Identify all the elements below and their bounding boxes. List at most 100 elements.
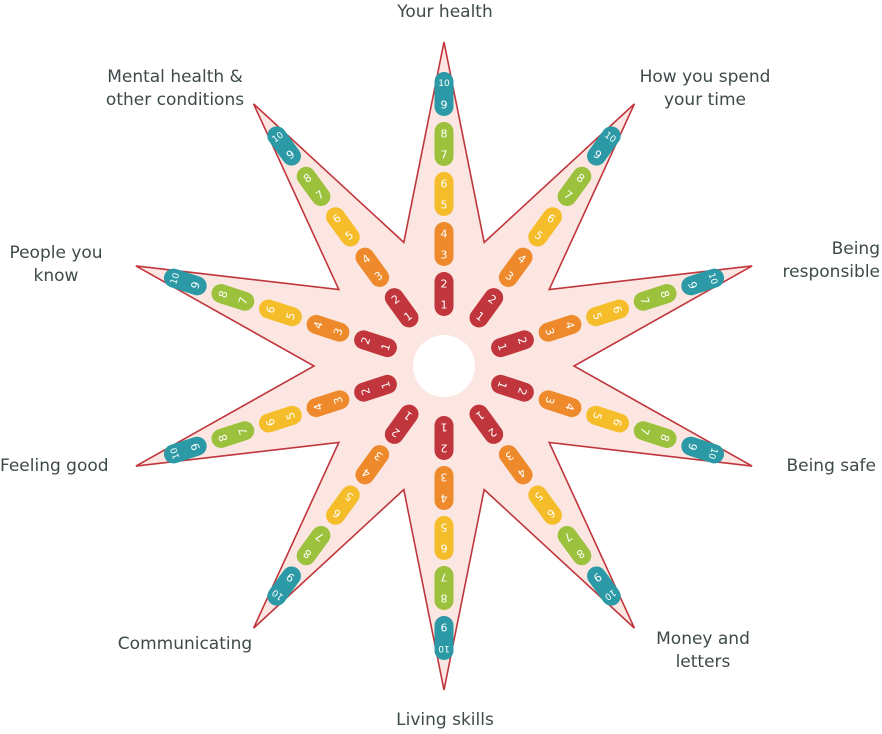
scale-band-7-8-people-you-know: [211, 284, 255, 311]
scale-number-being-safe: 7: [637, 426, 652, 437]
scale-number-people-you-know: 10: [169, 272, 182, 286]
scale-number-feeling-good: 10: [169, 446, 182, 460]
scale-number-feeling-good: 4: [311, 401, 326, 412]
scale-band-9-10-living-skills: [434, 616, 454, 660]
scale-number-your-health: 9: [441, 99, 448, 112]
scale-band-1-2-your-health: [434, 272, 454, 316]
scale-band-5-6-how-you-spend-your-time: [528, 207, 562, 247]
spoke-living-skills: 1 2 3 4 5 6 7 8 9 10: [434, 416, 454, 660]
spoke-being-responsible: 12 34 56 78 9 10: [491, 268, 725, 358]
scale-band-3-4-money-and-letters: [498, 445, 533, 485]
scale-number-being-responsible: 8: [657, 289, 672, 300]
scale-number-living-skills: 2: [441, 442, 448, 455]
scale-band-3-4-mental-health-and-other-conditions: [355, 247, 390, 287]
scale-band-5-6-living-skills: [434, 516, 454, 560]
scale-number-being-safe: 10: [706, 446, 719, 460]
scale-band-3-4-living-skills: [434, 466, 454, 510]
scale-number-your-health: 5: [441, 199, 448, 212]
scale-band-7-8-communicating: [296, 525, 331, 566]
scale-number-people-you-know: 4: [311, 320, 326, 331]
scale-number-people-you-know: 5: [284, 311, 299, 322]
scale-number-people-you-know: 8: [216, 289, 231, 300]
scale-number-being-safe: 5: [590, 410, 605, 421]
area-label-mental-health-and-other-conditions: Mental health & other conditions: [105, 67, 245, 110]
scale-band-1-2-mental-health-and-other-conditions: [384, 288, 419, 328]
scale-band-9-10-being-safe: [681, 436, 725, 464]
scale-number-being-safe: 6: [610, 417, 625, 428]
spoke-feeling-good: 12 34 56 78 9 10: [163, 374, 397, 464]
scale-number-your-health: 7: [441, 149, 448, 162]
scale-band-9-10-feeling-good: [163, 436, 207, 464]
scale-number-feeling-good: 3: [331, 395, 346, 406]
spoke-people-you-know: 12 34 56 78 9 10: [163, 268, 397, 358]
scale-number-your-health: 6: [441, 178, 448, 191]
scale-band-7-8-how-you-spend-your-time: [557, 166, 592, 207]
scale-number-feeling-good: 2: [359, 386, 374, 397]
scale-band-1-2-living-skills: [434, 416, 454, 460]
scale-band-1-2-people-you-know: [354, 330, 397, 358]
scale-number-living-skills: 1: [441, 421, 448, 434]
scale-number-being-responsible: 2: [515, 335, 530, 346]
area-label-feeling-good: Feeling good: [0, 456, 109, 476]
scale-number-living-skills: 10: [438, 643, 450, 653]
star-center-circle: [413, 335, 475, 397]
scale-number-living-skills: 4: [441, 492, 448, 505]
scale-number-people-you-know: 7: [236, 295, 251, 306]
scale-number-feeling-good: 7: [236, 426, 251, 437]
scale-number-living-skills: 3: [441, 471, 448, 484]
scale-number-living-skills: 7: [441, 571, 448, 584]
scale-band-7-8-mental-health-and-other-conditions: [296, 166, 331, 207]
scale-band-7-8-your-health: [434, 122, 454, 166]
scale-band-9-10-mental-health-and-other-conditions: [267, 126, 301, 166]
scale-number-feeling-good: 8: [216, 432, 231, 443]
area-label-money-and-letters: Money and letters: [656, 629, 750, 672]
area-label-being-responsible: Being responsible: [782, 239, 880, 282]
scale-number-people-you-know: 2: [359, 335, 374, 346]
scale-number-feeling-good: 5: [284, 410, 299, 421]
scale-number-people-you-know: 1: [379, 342, 394, 353]
spoke-your-health: 1 2 3 4 5 6 7 8 9 10: [434, 72, 454, 316]
scale-number-being-responsible: 5: [590, 311, 605, 322]
scale-band-7-8-being-responsible: [633, 284, 677, 311]
area-label-how-you-spend-your-time: How you spend your time: [639, 67, 771, 110]
scale-number-being-safe: 1: [495, 380, 510, 391]
scale-number-feeling-good: 9: [189, 441, 204, 452]
scale-band-3-4-how-you-spend-your-time: [498, 247, 533, 287]
scale-number-being-responsible: 1: [495, 342, 510, 353]
scale-band-7-8-living-skills: [434, 566, 454, 610]
scale-band-3-4-feeling-good: [306, 390, 350, 418]
scale-band-9-10-people-you-know: [163, 268, 207, 296]
scale-band-5-6-being-responsible: [586, 299, 629, 327]
scale-number-your-health: 8: [441, 128, 448, 141]
scale-number-being-responsible: 3: [542, 326, 557, 337]
scale-band-1-2-being-responsible: [491, 330, 534, 358]
scale-number-your-health: 10: [438, 79, 450, 89]
scale-band-5-6-money-and-letters: [528, 485, 562, 525]
scale-number-your-health: 3: [441, 249, 448, 262]
scale-number-people-you-know: 9: [189, 280, 204, 291]
scale-band-1-2-being-safe: [491, 374, 534, 402]
scale-band-9-10-communicating: [267, 566, 301, 606]
scale-band-3-4-people-you-know: [306, 314, 350, 342]
scale-band-5-6-communicating: [326, 485, 360, 525]
scale-number-people-you-know: 3: [331, 326, 346, 337]
scale-number-your-health: 4: [441, 228, 448, 241]
scale-band-9-10-your-health: [434, 72, 454, 116]
scale-number-being-responsible: 7: [637, 295, 652, 306]
scale-band-9-10-being-responsible: [681, 268, 725, 296]
scale-band-9-10-how-you-spend-your-time: [587, 126, 621, 166]
scale-number-living-skills: 5: [441, 521, 448, 534]
scale-number-living-skills: 6: [441, 542, 448, 555]
scale-band-3-4-being-safe: [538, 390, 582, 418]
scale-number-feeling-good: 1: [379, 380, 394, 391]
scale-number-being-safe: 2: [515, 386, 530, 397]
scale-band-5-6-feeling-good: [259, 405, 302, 433]
scale-band-5-6-your-health: [434, 172, 454, 216]
scale-number-your-health: 2: [441, 278, 448, 291]
scale-band-7-8-being-safe: [633, 421, 677, 448]
scale-number-living-skills: 8: [441, 592, 448, 605]
